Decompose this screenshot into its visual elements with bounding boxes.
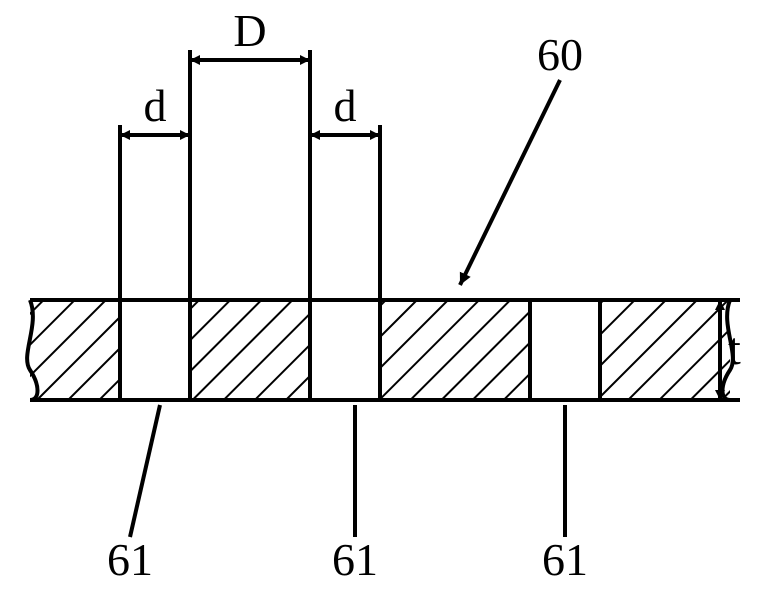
svg-text:D: D: [233, 5, 266, 56]
svg-text:d: d: [334, 80, 357, 131]
svg-text:61: 61: [107, 534, 153, 585]
svg-text:60: 60: [537, 29, 583, 80]
svg-text:d: d: [144, 80, 167, 131]
svg-text:t: t: [728, 323, 741, 374]
svg-text:61: 61: [542, 534, 588, 585]
svg-text:61: 61: [332, 534, 378, 585]
